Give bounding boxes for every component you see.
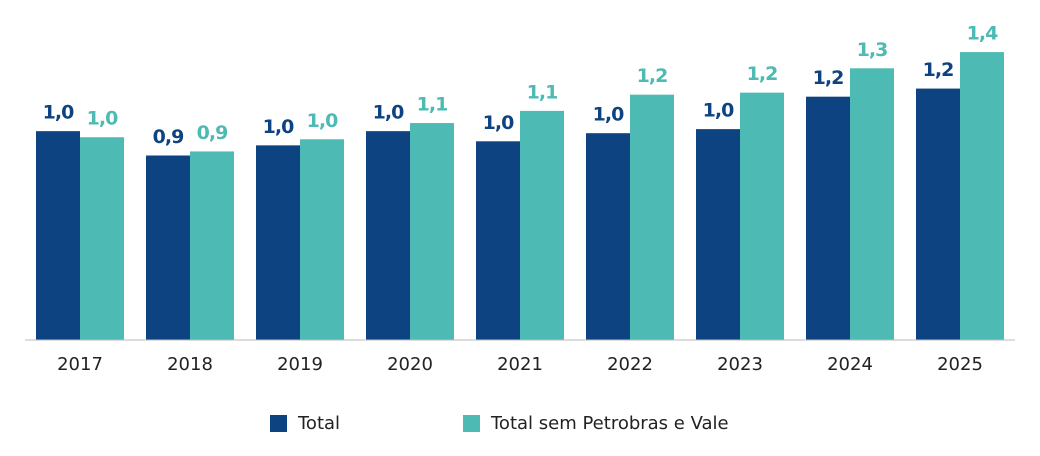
legend-swatch bbox=[463, 415, 480, 432]
bar bbox=[586, 133, 630, 340]
value-label: 1,0 bbox=[263, 116, 294, 138]
x-tick-label: 2024 bbox=[827, 354, 873, 375]
value-label: 1,0 bbox=[703, 100, 734, 122]
bar bbox=[916, 88, 960, 340]
bar bbox=[256, 145, 300, 340]
x-tick-label: 2017 bbox=[57, 354, 103, 375]
bar bbox=[630, 94, 674, 340]
x-tick-label: 2019 bbox=[277, 354, 323, 375]
bar bbox=[146, 155, 190, 340]
x-tick-label: 2020 bbox=[387, 354, 433, 375]
value-label: 1,2 bbox=[923, 59, 954, 81]
bar bbox=[190, 151, 234, 340]
bar bbox=[80, 137, 124, 340]
x-tick-label: 2021 bbox=[497, 354, 543, 375]
value-label: 1,2 bbox=[747, 63, 778, 85]
value-label: 1,2 bbox=[637, 65, 668, 87]
bar bbox=[850, 68, 894, 340]
bar bbox=[476, 141, 520, 340]
value-label: 1,4 bbox=[967, 23, 998, 45]
value-label: 1,0 bbox=[43, 102, 74, 124]
value-label: 1,2 bbox=[813, 67, 844, 89]
value-label: 1,1 bbox=[417, 94, 448, 116]
bar bbox=[410, 123, 454, 340]
value-label: 1,1 bbox=[527, 81, 558, 103]
value-label: 1,0 bbox=[483, 112, 514, 134]
x-tick-label: 2022 bbox=[607, 354, 653, 375]
x-tick-label: 2023 bbox=[717, 354, 763, 375]
bar bbox=[520, 110, 564, 341]
bar bbox=[366, 131, 410, 340]
x-tick-label: 2018 bbox=[167, 354, 213, 375]
value-label: 1,0 bbox=[373, 102, 404, 124]
value-label: 0,9 bbox=[197, 122, 228, 144]
value-label: 1,0 bbox=[87, 108, 118, 130]
value-label: 1,0 bbox=[307, 110, 338, 132]
bar bbox=[300, 139, 344, 340]
legend-label: Total sem Petrobras e Vale bbox=[490, 413, 729, 434]
legend-swatch bbox=[270, 415, 287, 432]
bar bbox=[36, 131, 80, 340]
x-tick-label: 2025 bbox=[937, 354, 983, 375]
bar bbox=[740, 92, 784, 340]
legend-label: Total bbox=[297, 413, 340, 434]
bar bbox=[696, 129, 740, 340]
value-label: 1,3 bbox=[857, 39, 888, 61]
value-label: 1,0 bbox=[593, 104, 624, 126]
value-label: 0,9 bbox=[153, 126, 184, 148]
bar bbox=[806, 96, 850, 340]
bar bbox=[960, 52, 1004, 340]
